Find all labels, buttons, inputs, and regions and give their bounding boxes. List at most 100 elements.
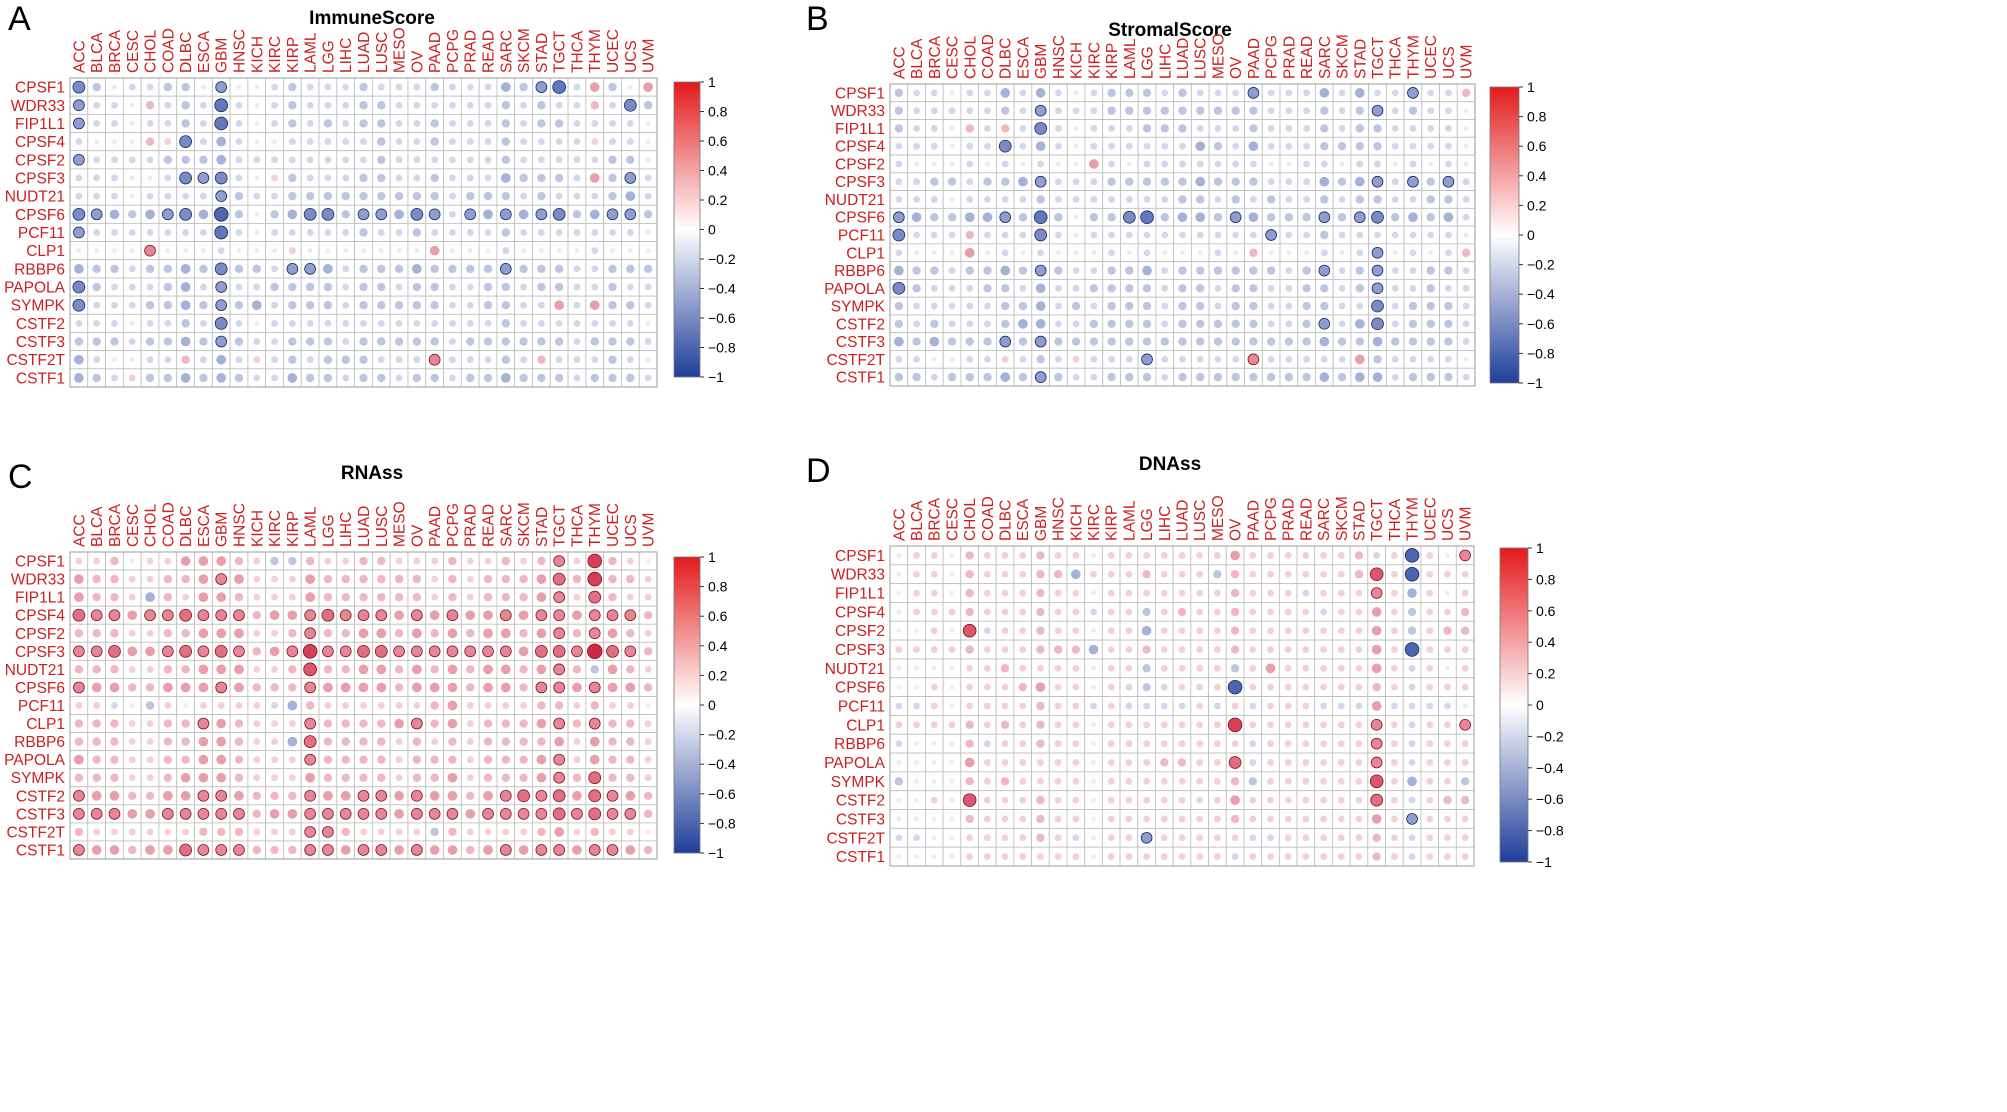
correlation-dot	[1355, 284, 1364, 293]
row-label: PAPOLA	[824, 755, 886, 772]
correlation-dot	[1267, 551, 1274, 559]
correlation-dot	[1408, 759, 1416, 766]
correlation-dot	[1337, 551, 1345, 559]
correlation-dot	[1143, 196, 1151, 203]
correlation-dot	[341, 755, 350, 764]
correlation-dot	[895, 178, 903, 186]
correlation-dot	[483, 719, 493, 728]
column-label: KICH	[1069, 42, 1086, 79]
correlation-dot	[1249, 759, 1257, 766]
correlation-dot	[930, 589, 938, 597]
correlation-dot	[342, 301, 350, 309]
correlation-dot	[1444, 266, 1453, 275]
correlation-dot	[947, 337, 957, 346]
correlation-dot	[1162, 250, 1168, 256]
correlation-dot	[1020, 161, 1026, 167]
correlation-dot	[1320, 230, 1329, 240]
correlation-dot	[413, 319, 421, 327]
correlation-dot	[1391, 373, 1399, 381]
correlation-dot	[1355, 589, 1363, 597]
correlation-dot	[359, 737, 368, 746]
correlation-dot	[254, 175, 260, 181]
correlation-dot	[1320, 195, 1329, 204]
correlation-dot	[74, 373, 84, 383]
correlation-dot	[1055, 250, 1061, 256]
correlation-dot	[1408, 664, 1416, 672]
correlation-dot	[1091, 665, 1096, 671]
row-label: CPSF6	[15, 680, 65, 697]
correlation-dot	[252, 264, 261, 274]
correlation-dot	[179, 808, 192, 820]
correlation-dot	[895, 249, 903, 257]
correlation-dot	[573, 156, 581, 164]
correlation-dot	[254, 102, 260, 108]
column-label: LGG	[1140, 46, 1157, 79]
correlation-dot	[1390, 627, 1398, 635]
correlation-dot	[1371, 607, 1382, 617]
correlation-dot	[947, 372, 957, 382]
correlation-dot	[199, 301, 208, 310]
correlation-dot	[1073, 232, 1079, 238]
correlation-dot	[1337, 759, 1345, 766]
correlation-dot	[270, 845, 279, 855]
correlation-dot	[931, 835, 937, 841]
column-label: THCA	[1388, 36, 1405, 79]
correlation-dot	[129, 193, 135, 199]
correlation-dot	[1338, 320, 1346, 328]
correlation-dot	[253, 665, 261, 673]
correlation-dot	[323, 737, 333, 746]
correlation-dot	[111, 229, 118, 236]
correlation-dot	[235, 283, 243, 291]
correlation-dot	[111, 301, 118, 309]
correlation-dot	[1161, 373, 1169, 381]
correlation-dot	[1444, 646, 1451, 653]
correlation-dot	[1249, 160, 1257, 168]
correlation-dot	[128, 593, 136, 601]
correlation-dot	[643, 82, 653, 92]
correlation-dot	[1179, 142, 1186, 150]
correlation-dot	[288, 138, 296, 146]
correlation-dot	[271, 702, 278, 709]
correlation-dot	[1355, 815, 1363, 823]
correlation-dot	[948, 284, 956, 292]
correlation-dot	[377, 719, 386, 728]
correlation-dot	[1107, 88, 1116, 98]
correlation-dot	[306, 138, 314, 146]
correlation-dot	[235, 702, 243, 709]
correlation-dot	[90, 645, 103, 658]
correlation-dot	[464, 208, 477, 221]
correlation-dot	[625, 790, 636, 801]
correlation-dot	[162, 845, 173, 855]
correlation-dot	[234, 755, 244, 764]
correlation-dot	[1107, 721, 1115, 729]
colorbar-tick-label: −0.8	[708, 340, 736, 356]
correlation-dot	[1019, 196, 1027, 203]
correlation-dot	[1090, 570, 1097, 578]
correlation-dot	[574, 248, 580, 254]
correlation-dot	[163, 629, 173, 638]
row-label: CPSF6	[835, 680, 885, 697]
correlation-dot	[181, 101, 190, 110]
correlation-dot	[164, 174, 172, 182]
correlation-dot	[1302, 777, 1310, 785]
row-label: WDR33	[11, 572, 65, 589]
correlation-dot	[895, 160, 903, 168]
correlation-dot	[520, 702, 528, 709]
correlation-dot	[1390, 834, 1398, 842]
correlation-dot	[109, 209, 120, 220]
correlation-dot	[394, 337, 404, 346]
correlation-dot	[1125, 106, 1134, 115]
correlation-dot	[162, 790, 173, 801]
correlation-dot	[321, 608, 335, 622]
correlation-dot	[92, 755, 101, 764]
correlation-dot	[502, 702, 510, 709]
correlation-dot	[1426, 319, 1435, 329]
row-label: CSTF2	[836, 316, 885, 333]
correlation-dot	[342, 174, 350, 182]
correlation-dot	[1036, 833, 1045, 842]
correlation-dot	[913, 589, 920, 597]
correlation-dot	[163, 373, 173, 383]
correlation-dot	[395, 138, 403, 146]
correlation-dot	[519, 773, 528, 782]
correlation-dot	[466, 791, 475, 800]
